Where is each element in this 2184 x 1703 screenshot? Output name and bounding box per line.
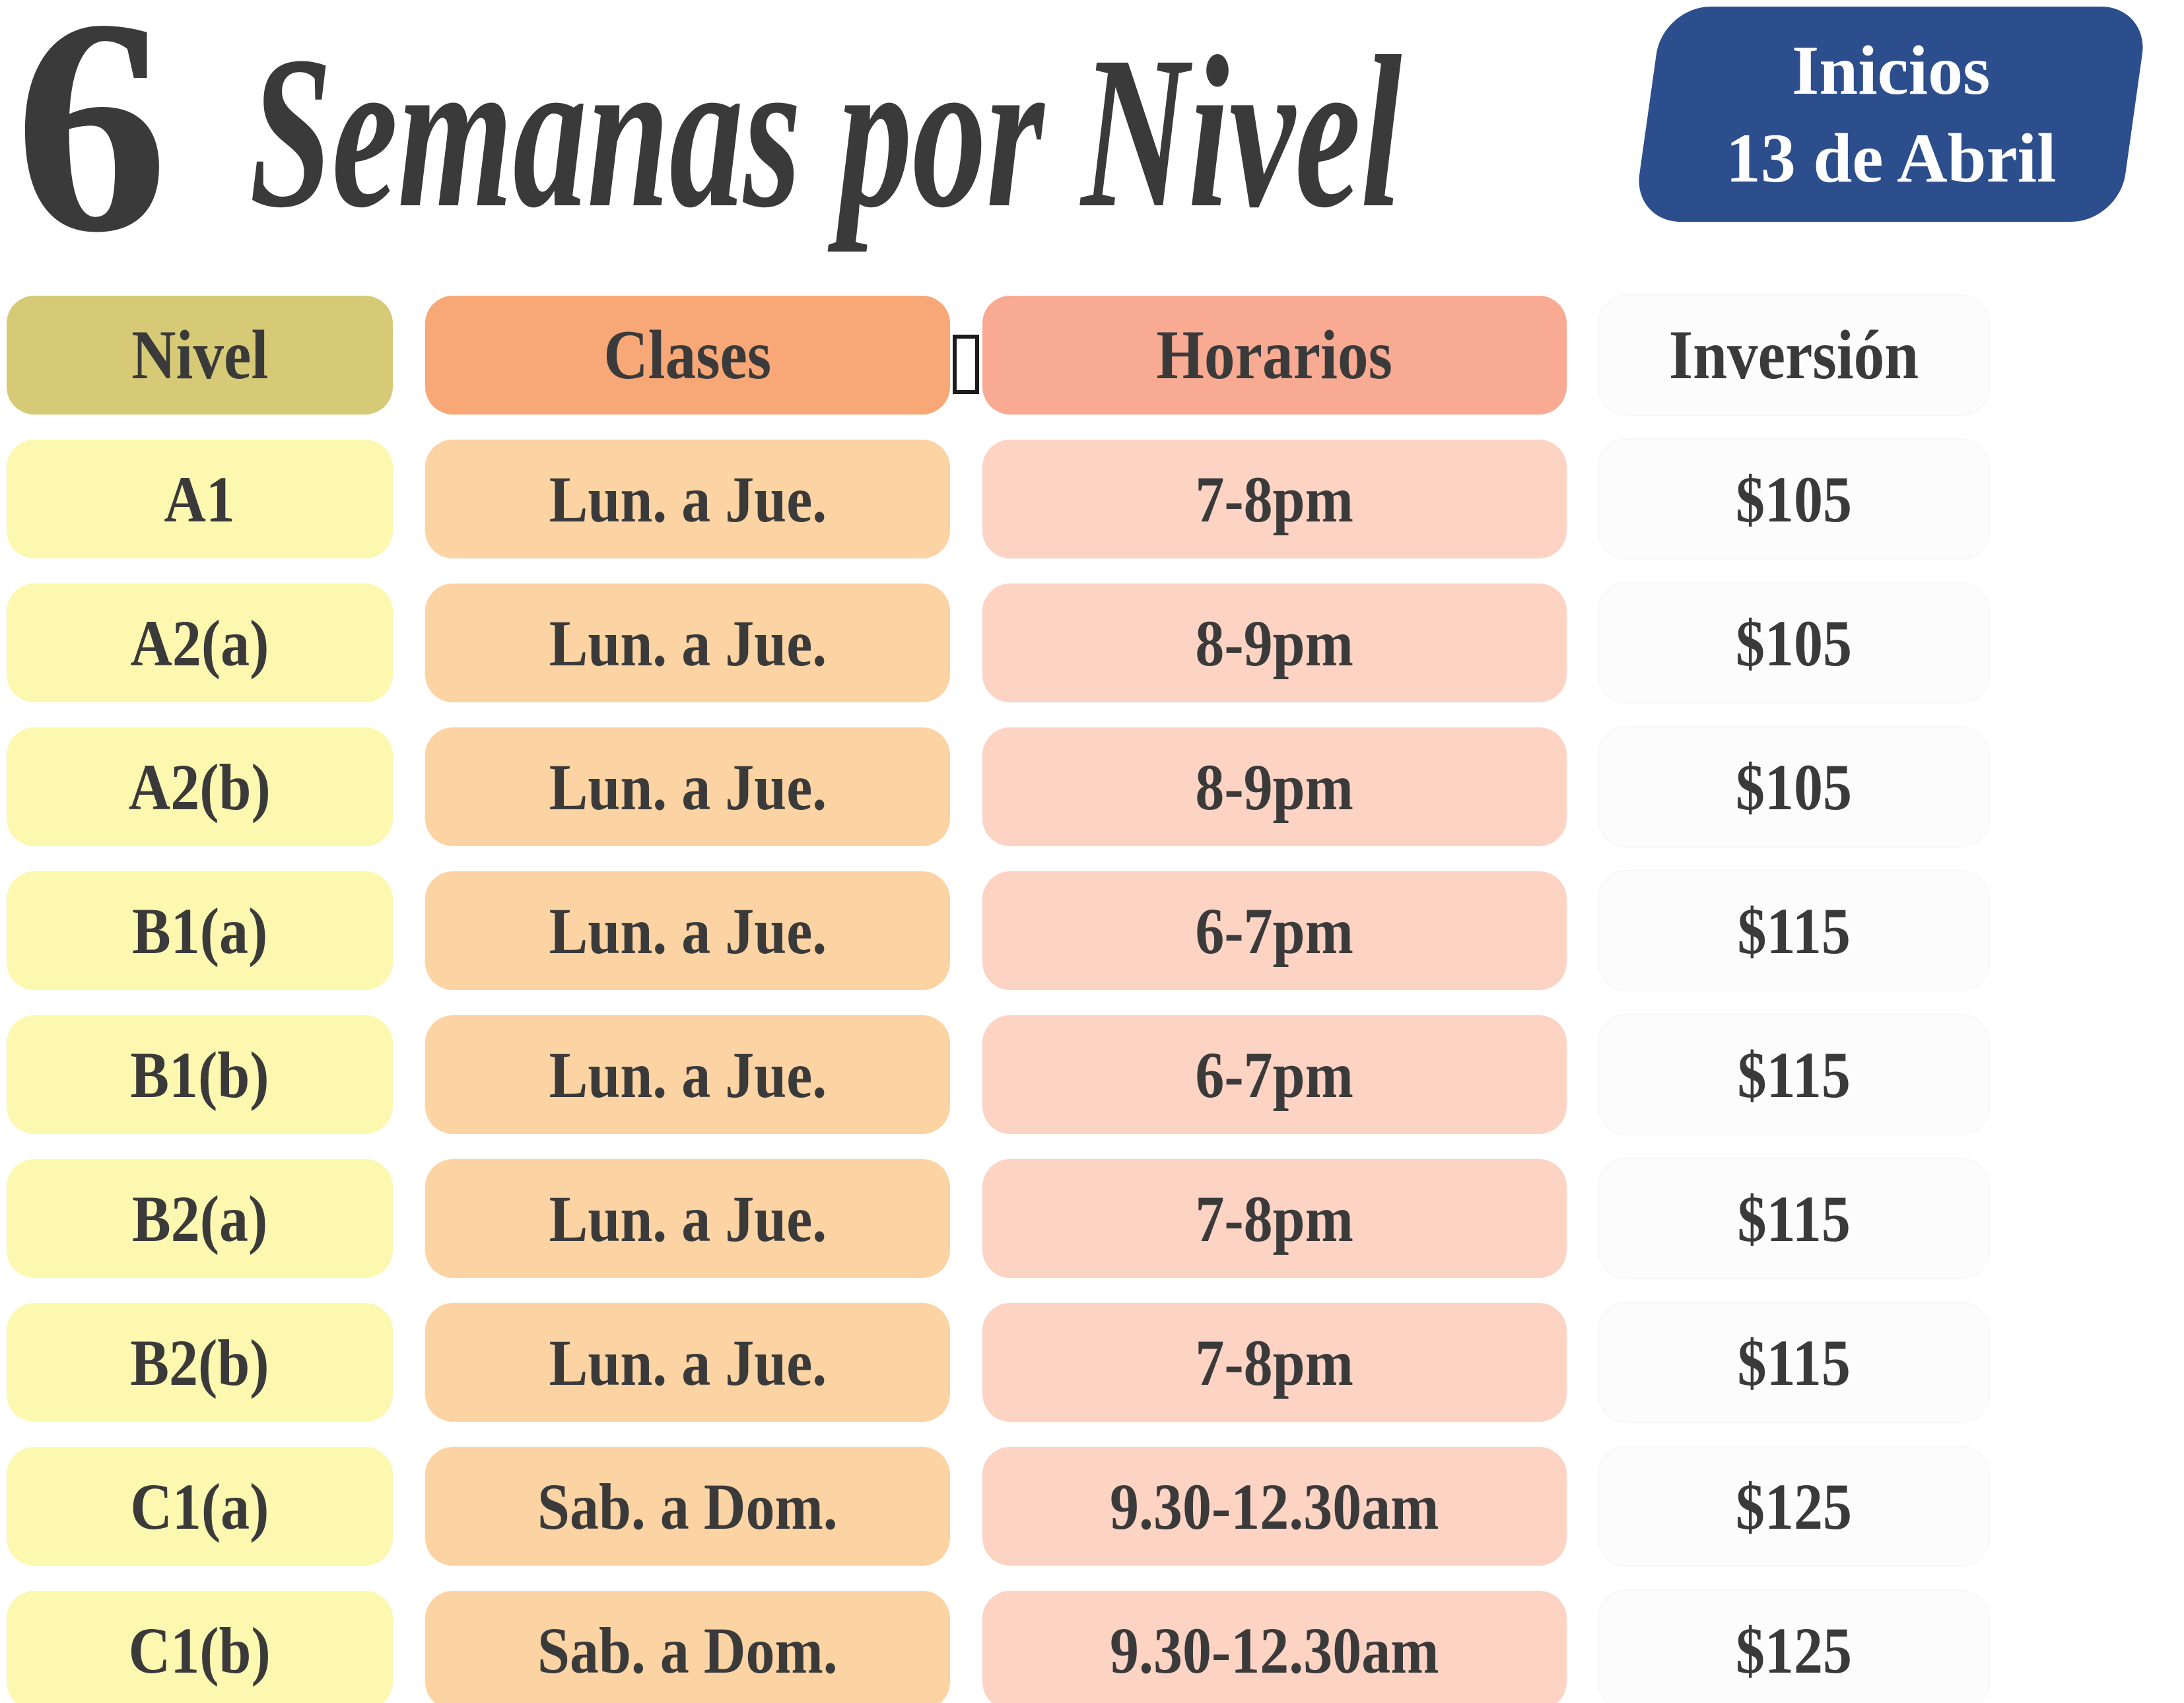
cell-text: Lun. a Jue. (549, 1038, 827, 1112)
start-date-badge-text: Inicios 13 de Abril (1726, 27, 2057, 202)
start-date-badge: Inicios 13 de Abril (1633, 7, 2149, 222)
cell-clases: Lun. a Jue. (425, 1303, 950, 1422)
cell-text: A2(b) (128, 750, 271, 824)
cell-clases: Lun. a Jue. (425, 584, 950, 702)
cell-text: A1 (164, 462, 236, 536)
cell-text: 9.30-12.30am (1110, 1469, 1439, 1543)
cell-inversion: $115 (1599, 1159, 1989, 1278)
schedule-table: Nivel Clases Horarios Inversión A1 Lun. a… (7, 296, 1989, 1703)
cell-nivel: C1(a) (7, 1447, 393, 1566)
cell-text: 9.30-12.30am (1110, 1613, 1439, 1687)
cell-inversion: $105 (1599, 440, 1989, 558)
cell-text: C1(a) (130, 1469, 269, 1543)
cell-text: $105 (1736, 606, 1852, 680)
cell-clases: Lun. a Jue. (425, 871, 950, 990)
cell-text: $115 (1737, 1325, 1851, 1399)
cell-horarios: 9.30-12.30am (982, 1447, 1567, 1566)
cell-text: $105 (1736, 750, 1852, 824)
cell-nivel: C1(b) (7, 1591, 393, 1703)
cell-clases: Lun. a Jue. (425, 1159, 950, 1278)
cell-text: 7-8pm (1195, 1182, 1354, 1255)
cell-text: 8-9pm (1195, 750, 1354, 824)
cell-clases: Lun. a Jue. (425, 440, 950, 558)
header-label: Nivel (131, 316, 269, 393)
cell-text: 8-9pm (1195, 606, 1354, 680)
cell-text: Lun. a Jue. (549, 462, 827, 536)
cell-inversion: $105 (1599, 727, 1989, 846)
badge-line-1: Inicios (1791, 31, 1991, 109)
cell-nivel: A1 (7, 440, 393, 558)
cell-nivel: A2(b) (7, 727, 393, 846)
cell-text: B1(b) (130, 1038, 269, 1112)
cell-horarios: 8-9pm (982, 727, 1567, 846)
cell-inversion: $115 (1599, 871, 1989, 990)
cell-text: $125 (1736, 1613, 1852, 1687)
cell-horarios: 7-8pm (982, 1159, 1567, 1278)
cell-nivel: B1(b) (7, 1015, 393, 1134)
cell-inversion: $125 (1599, 1591, 1989, 1703)
cell-text: B2(a) (131, 1182, 268, 1255)
cell-clases: Sab. a Dom. (425, 1591, 950, 1703)
header-inversion: Inversión (1599, 296, 1989, 415)
cell-horarios: 7-8pm (982, 440, 1567, 558)
cell-nivel: B2(a) (7, 1159, 393, 1278)
cell-text: C1(b) (128, 1613, 271, 1687)
header-clases: Clases (425, 296, 950, 415)
cell-text: $115 (1737, 1182, 1851, 1255)
cell-nivel: B1(a) (7, 871, 393, 990)
cell-inversion: $115 (1599, 1015, 1989, 1134)
cell-text: 7-8pm (1195, 1325, 1354, 1399)
cell-horarios: 6-7pm (982, 1015, 1567, 1134)
cell-text: A2(a) (130, 606, 269, 680)
cell-horarios: 7-8pm (982, 1303, 1567, 1422)
missing-glyph-box (953, 335, 979, 394)
header-label: Inversión (1668, 316, 1919, 393)
header-nivel: Nivel (7, 296, 393, 415)
cell-inversion: $105 (1599, 584, 1989, 702)
header-label: Clases (603, 316, 772, 393)
cell-text: 6-7pm (1195, 1038, 1354, 1112)
cell-text: $105 (1736, 462, 1852, 536)
title-number: 6 (15, 0, 168, 296)
cell-clases: Lun. a Jue. (425, 1015, 950, 1134)
cell-text: Sab. a Dom. (537, 1469, 838, 1543)
cell-text: $115 (1737, 894, 1851, 968)
header-horarios: Horarios (982, 296, 1567, 415)
cell-text: Lun. a Jue. (549, 1182, 827, 1255)
cell-horarios: 9.30-12.30am (982, 1591, 1567, 1703)
cell-clases: Lun. a Jue. (425, 727, 950, 846)
header-label: Horarios (1156, 316, 1393, 393)
cell-text: $115 (1737, 1038, 1851, 1112)
cell-inversion: $125 (1599, 1447, 1989, 1566)
cell-text: 6-7pm (1195, 894, 1354, 968)
cell-text: Lun. a Jue. (549, 750, 827, 824)
cell-nivel: A2(a) (7, 584, 393, 702)
cell-text: Lun. a Jue. (549, 1325, 827, 1399)
cell-text: 7-8pm (1195, 462, 1354, 536)
cell-text: Lun. a Jue. (549, 894, 827, 968)
cell-horarios: 6-7pm (982, 871, 1567, 990)
cell-text: $125 (1736, 1469, 1852, 1543)
cell-text: B2(b) (130, 1325, 269, 1399)
cell-clases: Sab. a Dom. (425, 1447, 950, 1566)
cell-inversion: $115 (1599, 1303, 1989, 1422)
title-script: Semanas por Nivel (250, 24, 1402, 242)
cell-text: Lun. a Jue. (549, 606, 827, 680)
cell-text: B1(a) (131, 894, 268, 968)
badge-line-2: 13 de Abril (1725, 119, 2057, 196)
cell-nivel: B2(b) (7, 1303, 393, 1422)
cell-text: Sab. a Dom. (537, 1613, 838, 1687)
cell-horarios: 8-9pm (982, 584, 1567, 702)
